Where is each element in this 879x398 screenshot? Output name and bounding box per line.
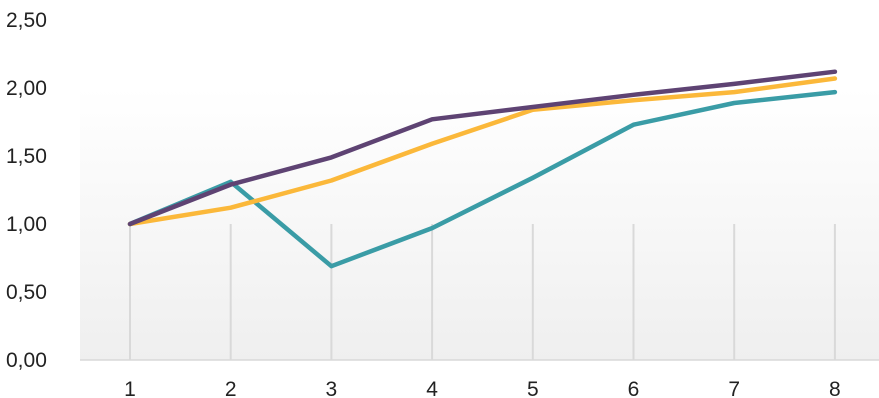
x-tick-label: 3 xyxy=(326,378,338,398)
y-tick-label: 0,50 xyxy=(6,281,47,304)
plot-area xyxy=(80,88,879,360)
y-tick-label: 2,50 xyxy=(6,9,47,32)
y-tick-label: 1,50 xyxy=(6,145,47,168)
x-tick-label: 1 xyxy=(124,378,136,398)
x-tick-label: 4 xyxy=(426,378,438,398)
x-tick-label: 8 xyxy=(829,378,841,398)
series-line-3 xyxy=(127,69,838,227)
y-tick-label: 0,00 xyxy=(6,349,47,372)
y-tick-label: 1,00 xyxy=(6,213,47,236)
grid-lines xyxy=(129,224,836,360)
x-tick-label: 5 xyxy=(527,378,539,398)
y-tick-label: 2,00 xyxy=(6,77,47,100)
y-tick-labels: 0,00 0,50 1,00 1,50 2,00 2,50 xyxy=(6,9,47,372)
x-tick-label: 2 xyxy=(225,378,237,398)
x-tick-labels: 1 2 3 4 5 6 7 8 xyxy=(124,378,841,398)
series-lines xyxy=(127,69,838,269)
x-tick-label: 6 xyxy=(628,378,640,398)
series-line-2 xyxy=(127,76,838,227)
x-tick-label: 7 xyxy=(728,378,740,398)
series-line-1 xyxy=(127,89,838,269)
